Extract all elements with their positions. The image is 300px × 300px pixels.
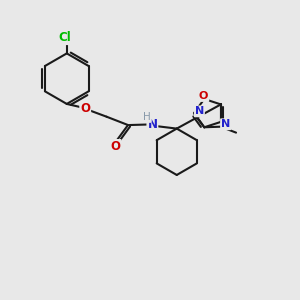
- Text: H: H: [143, 112, 151, 122]
- Text: O: O: [199, 91, 208, 101]
- Text: N: N: [147, 118, 158, 131]
- Text: O: O: [110, 140, 121, 153]
- Text: Cl: Cl: [58, 31, 71, 44]
- Text: N: N: [195, 106, 204, 116]
- Text: N: N: [221, 119, 230, 129]
- Text: O: O: [80, 102, 90, 115]
